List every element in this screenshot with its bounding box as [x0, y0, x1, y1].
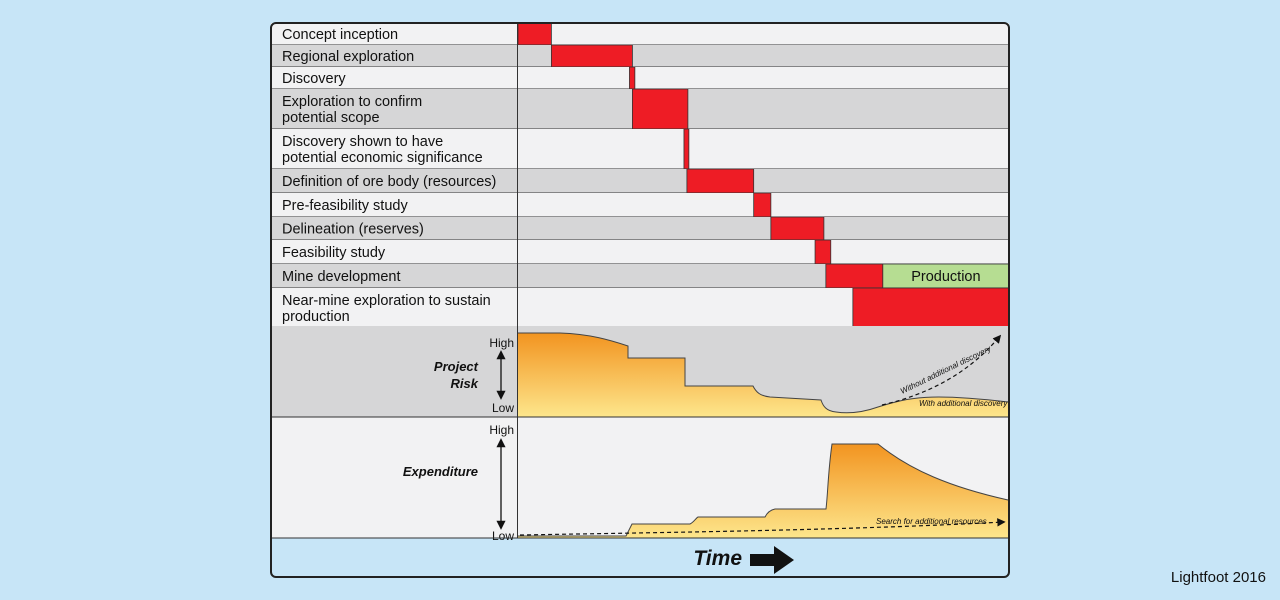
stage-label: Pre-feasibility study	[282, 198, 408, 214]
risk-curve-outline	[518, 332, 1009, 414]
diagram-canvas: Concept inception Regional exploration Dis…	[270, 22, 1010, 578]
panel-dividers	[271, 23, 1009, 539]
stage-bar	[770, 216, 825, 241]
expenditure-low-label: Low	[492, 529, 514, 543]
stage-row	[271, 67, 1009, 89]
stage-label: Feasibility study	[282, 245, 386, 261]
credit-text: Lightfoot 2016	[1170, 569, 1266, 586]
expenditure-curve-outline	[518, 443, 1009, 537]
stage-label: Near-mine exploration to sustain	[282, 293, 491, 309]
stage-label: Regional exploration	[282, 49, 414, 65]
expenditure-high-label: High	[489, 423, 514, 437]
stage-bar	[686, 168, 755, 194]
time-arrow-icon	[750, 546, 794, 574]
stage-bar	[683, 128, 690, 170]
stage-bar	[632, 88, 689, 130]
expenditure-curve	[518, 444, 1008, 538]
production-bar	[882, 263, 1010, 289]
project-risk-panel: Without additional discovery With additi…	[271, 326, 1009, 417]
risk-title-line-1: Project	[434, 359, 479, 374]
stage-row	[271, 45, 1009, 67]
stage-label: Concept inception	[282, 27, 398, 43]
risk-curve	[518, 333, 1008, 417]
risk-low-label: Low	[492, 401, 514, 415]
expenditure-panel: Search for additional resources High Low…	[271, 417, 1009, 543]
time-axis: Time	[693, 546, 794, 574]
stage-row	[271, 193, 1009, 217]
stage-label: Mine development	[282, 269, 401, 285]
stage-bar	[814, 239, 832, 265]
search-resources-arrow	[519, 518, 1006, 536]
risk-high-label: High	[489, 336, 514, 350]
panel-frame	[270, 22, 1010, 578]
stage-label: production	[282, 309, 350, 325]
stage-bar	[825, 263, 884, 289]
stage-bar	[629, 66, 636, 90]
stage-label: potential scope	[282, 110, 380, 126]
stage-bar	[852, 287, 1010, 329]
stage-bar	[753, 192, 772, 218]
stage-row	[271, 23, 1009, 45]
time-label: Time	[693, 547, 742, 570]
stage-label: Delineation (reserves)	[282, 222, 424, 238]
stage-bar	[550, 44, 633, 68]
stage-label: potential economic significance	[282, 150, 483, 166]
search-resources-note: Search for additional resources	[876, 517, 987, 526]
stage-label: Exploration to confirm	[282, 94, 422, 110]
expenditure-title: Expenditure	[403, 464, 478, 479]
stage-row	[271, 169, 1009, 193]
without-discovery-arrow	[881, 334, 1002, 406]
with-discovery-note: With additional discovery	[919, 399, 1008, 408]
stage-label: Discovery	[282, 71, 346, 87]
stage-bar	[517, 22, 552, 46]
stage-label: Discovery shown to have	[282, 134, 443, 150]
stage-rows: Concept inception Regional exploration Dis…	[271, 22, 1010, 329]
risk-title-line-2: Risk	[451, 376, 479, 391]
stage-label: Definition of ore body (resources)	[282, 174, 496, 190]
stage-row	[271, 129, 1009, 169]
stage-row	[271, 240, 1009, 264]
project-lifecycle-diagram: Concept inception Regional exploration Dis…	[270, 22, 1010, 578]
production-label: Production	[911, 269, 980, 285]
stage-row	[271, 217, 1009, 240]
